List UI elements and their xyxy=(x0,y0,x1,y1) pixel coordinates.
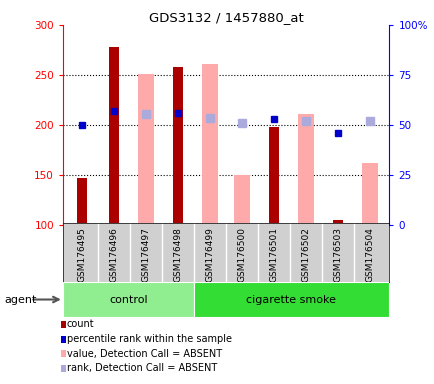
Text: GSM176501: GSM176501 xyxy=(269,227,278,283)
Bar xyxy=(173,67,183,225)
Text: GSM176496: GSM176496 xyxy=(109,227,118,282)
Bar xyxy=(202,64,218,225)
Text: GSM176498: GSM176498 xyxy=(173,227,182,282)
Bar xyxy=(233,175,250,225)
Bar xyxy=(332,220,342,225)
Title: GDS3132 / 1457880_at: GDS3132 / 1457880_at xyxy=(148,11,303,24)
Text: GSM176503: GSM176503 xyxy=(333,227,342,283)
Bar xyxy=(362,163,377,225)
Bar xyxy=(193,282,388,317)
Text: control: control xyxy=(109,295,147,305)
Text: GSM176495: GSM176495 xyxy=(78,227,86,282)
Text: GSM176500: GSM176500 xyxy=(237,227,246,283)
Text: agent: agent xyxy=(4,295,36,305)
Bar xyxy=(63,282,193,317)
Text: GSM176499: GSM176499 xyxy=(205,227,214,282)
Bar xyxy=(77,178,87,225)
Bar xyxy=(269,127,278,225)
Bar xyxy=(109,47,119,225)
Text: count: count xyxy=(67,319,94,329)
Text: GSM176502: GSM176502 xyxy=(301,227,310,282)
Text: GSM176497: GSM176497 xyxy=(141,227,151,282)
Text: GSM176504: GSM176504 xyxy=(365,227,374,282)
Text: percentile rank within the sample: percentile rank within the sample xyxy=(67,334,231,344)
Text: rank, Detection Call = ABSENT: rank, Detection Call = ABSENT xyxy=(67,363,217,373)
Bar xyxy=(297,114,313,225)
Text: value, Detection Call = ABSENT: value, Detection Call = ABSENT xyxy=(67,349,221,359)
Bar xyxy=(138,74,154,225)
Text: cigarette smoke: cigarette smoke xyxy=(246,295,335,305)
